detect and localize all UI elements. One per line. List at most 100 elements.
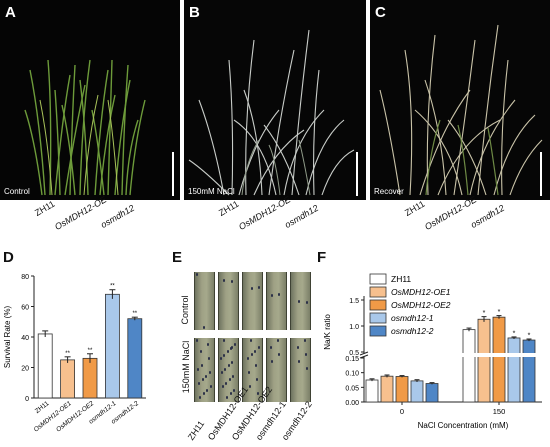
- stain-dot: [278, 293, 280, 296]
- stain-dot: [224, 368, 226, 371]
- stain-dot: [270, 346, 272, 349]
- stain-dot: [255, 364, 257, 367]
- stain-dot: [202, 378, 204, 381]
- bar: [395, 376, 409, 403]
- leaf-strip: [194, 338, 215, 402]
- stain-dot: [278, 353, 280, 356]
- leaf-strip: [290, 272, 311, 330]
- bar: [127, 318, 143, 399]
- photo-caption-recover: Recover: [374, 187, 404, 196]
- stain-dot: [220, 357, 222, 360]
- stain-dot: [207, 343, 209, 346]
- stain-dot: [210, 385, 212, 388]
- leaf-strip: [242, 338, 263, 402]
- stain-dot: [249, 385, 251, 388]
- stain-dot: [271, 294, 273, 297]
- genotype-label: osmdh12: [283, 202, 321, 230]
- significance-marker: **: [132, 311, 137, 317]
- stain-dot: [298, 300, 300, 303]
- stain-dot: [196, 273, 198, 276]
- stain-dot: [197, 368, 199, 371]
- stain-dot: [198, 382, 200, 385]
- x-tick-label: ZH11: [34, 400, 51, 415]
- y-tick-label: 0: [25, 396, 29, 403]
- stain-dot: [223, 279, 225, 282]
- stain-dot: [251, 353, 253, 356]
- legend-swatch: [369, 325, 387, 337]
- legend-label: ZH11: [391, 274, 411, 284]
- y-tick-label: 0.5: [349, 350, 359, 357]
- bar: [462, 329, 476, 403]
- legend-label: osmdh12-2: [391, 326, 434, 336]
- stain-dot: [203, 392, 205, 395]
- stain-dot: [206, 389, 208, 392]
- row-label-nacl: 150mM NaCl: [181, 340, 191, 394]
- stain-dot: [232, 375, 234, 378]
- stain-dot: [297, 346, 299, 349]
- stain-dot: [231, 280, 233, 283]
- photo-caption-nacl: 150mM NaCl: [188, 187, 235, 196]
- stain-dot: [201, 364, 203, 367]
- genotype-label: osmdh12: [469, 202, 507, 230]
- panel-letter-e: E: [172, 249, 183, 266]
- legend-label: OsMDH12-OE1: [391, 287, 451, 297]
- stain-dot: [209, 371, 211, 374]
- y-tick-label: 20: [21, 366, 29, 373]
- leaf-strip: [242, 272, 263, 330]
- stain-dot: [230, 392, 232, 395]
- stain-dot: [199, 396, 201, 399]
- panel-letter-a: A: [5, 4, 16, 21]
- photo-caption-control: Control: [4, 187, 30, 196]
- stain-dot: [203, 326, 205, 329]
- stain-dot: [258, 286, 260, 289]
- bar: [365, 379, 379, 403]
- x-axis-label: NaCl Concentration (mM): [418, 421, 509, 430]
- axis-break: [365, 353, 543, 357]
- y-tick-label: 80: [21, 274, 29, 281]
- legend-swatch: [369, 299, 387, 311]
- rice-seedlings-control: [24, 59, 146, 196]
- y-axis-label: Na/K ratio: [323, 314, 332, 350]
- genotype-label: ZH11: [217, 198, 241, 218]
- photo-control: A Control: [0, 0, 180, 200]
- x-tick-label: 150: [493, 407, 506, 416]
- photo-nacl: B 150mM NaCl: [184, 0, 366, 200]
- stain-dot: [231, 346, 233, 349]
- stain-dot: [258, 346, 260, 349]
- y-axis-label: Survival Rate (%): [3, 306, 12, 369]
- leaf-strip: [290, 338, 311, 402]
- legend-label: osmdh12-1: [391, 313, 434, 323]
- significance-marker: *: [528, 333, 531, 340]
- panel-letter-d: D: [3, 249, 14, 266]
- axis-break-mark: [359, 351, 369, 356]
- y-tick-label: 0.10: [345, 371, 359, 378]
- genotype-label: osmdh12: [99, 202, 137, 230]
- bar: [410, 380, 424, 403]
- leaf-strip: [266, 338, 287, 402]
- bar: [425, 383, 439, 403]
- y-tick-label: 1.0: [349, 324, 359, 331]
- legend-swatch: [369, 273, 387, 285]
- stain-dot: [250, 339, 252, 342]
- significance-marker: *: [483, 310, 486, 317]
- stain-dot: [221, 371, 223, 374]
- stain-dot: [223, 354, 225, 357]
- stain-dot: [271, 360, 273, 363]
- stain-dot: [277, 339, 279, 342]
- panel-letter-b: B: [189, 4, 200, 21]
- stain-dot: [248, 371, 250, 374]
- stain-dot: [205, 375, 207, 378]
- y-tick-label: 0.00: [345, 400, 359, 407]
- stain-dot: [305, 353, 307, 356]
- y-tick-label: 1.5: [349, 298, 359, 305]
- bar: [60, 359, 75, 399]
- stain-dot: [229, 378, 231, 381]
- scale-bar: [356, 152, 358, 196]
- stain-dot: [225, 382, 227, 385]
- stain-dot: [306, 301, 308, 304]
- rice-seedlings-recover: [379, 24, 543, 196]
- legend-label: OsMDH12-OE2: [391, 300, 451, 310]
- bar: [82, 357, 98, 399]
- leaf-strip: [218, 338, 239, 402]
